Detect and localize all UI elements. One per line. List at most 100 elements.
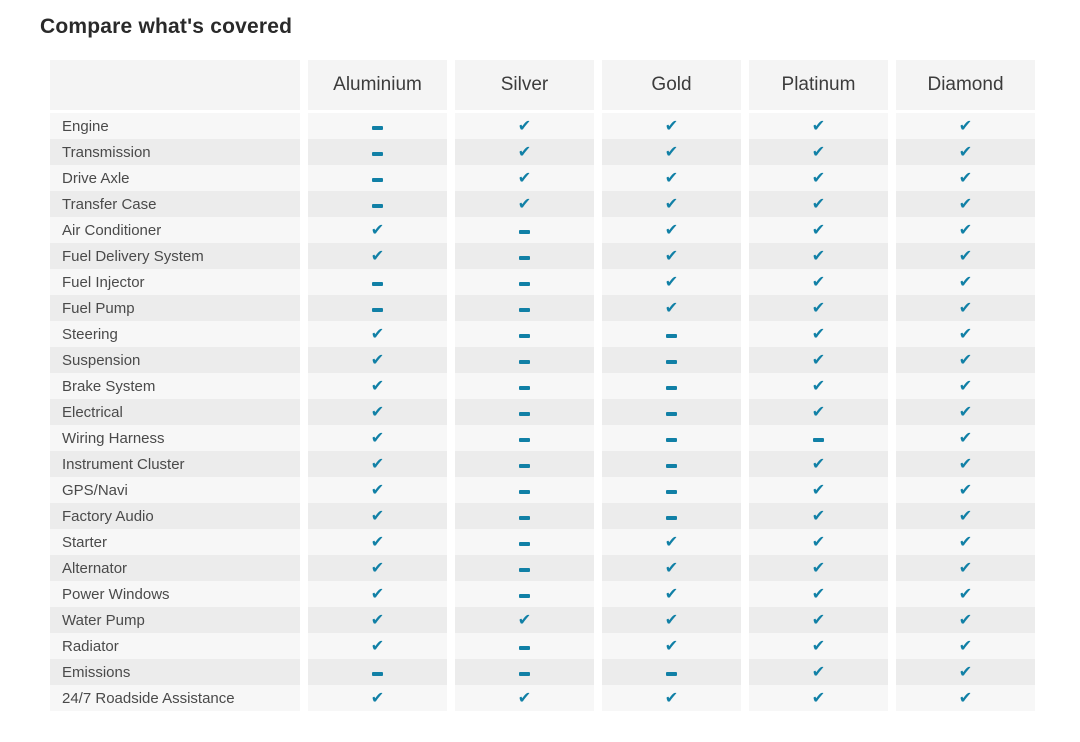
- check-icon: ✔: [811, 376, 826, 395]
- table-row: 24/7 Roadside Assistance ✔ ✔ ✔ ✔ ✔: [50, 685, 1035, 711]
- coverage-cell: ✔: [896, 555, 1035, 581]
- check-icon: ✔: [370, 532, 385, 551]
- check-icon: ✔: [811, 506, 826, 525]
- row-label: Fuel Injector: [50, 269, 300, 295]
- coverage-cell: ✔: [896, 503, 1035, 529]
- check-icon: ✔: [811, 298, 826, 317]
- coverage-cell: [602, 451, 741, 477]
- coverage-cell: ✔: [602, 581, 741, 607]
- row-label: Brake System: [50, 373, 300, 399]
- coverage-cell: ✔: [602, 607, 741, 633]
- coverage-cell: [455, 529, 594, 555]
- row-label: Suspension: [50, 347, 300, 373]
- coverage-cell: ✔: [896, 373, 1035, 399]
- check-icon: ✔: [958, 324, 973, 343]
- coverage-cell: ✔: [308, 581, 447, 607]
- column-header-diamond: Diamond: [896, 60, 1035, 110]
- coverage-cell: ✔: [308, 373, 447, 399]
- check-icon: ✔: [664, 558, 679, 577]
- coverage-cell: ✔: [308, 477, 447, 503]
- coverage-cell: ✔: [455, 165, 594, 191]
- table-row: Water Pump ✔ ✔ ✔ ✔ ✔: [50, 607, 1035, 633]
- check-icon: ✔: [664, 194, 679, 213]
- check-icon: ✔: [664, 532, 679, 551]
- row-label: Air Conditioner: [50, 217, 300, 243]
- coverage-cell: ✔: [896, 113, 1035, 139]
- table-row: Power Windows ✔ ✔ ✔ ✔: [50, 581, 1035, 607]
- coverage-cell: [455, 321, 594, 347]
- coverage-cell: ✔: [749, 165, 888, 191]
- column-header-silver: Silver: [455, 60, 594, 110]
- check-icon: ✔: [958, 116, 973, 135]
- dash-icon: [813, 437, 824, 442]
- coverage-cell: ✔: [308, 633, 447, 659]
- coverage-cell: [455, 399, 594, 425]
- coverage-cell: ✔: [602, 243, 741, 269]
- table-row: Fuel Injector ✔ ✔ ✔: [50, 269, 1035, 295]
- coverage-cell: ✔: [749, 217, 888, 243]
- column-header-platinum: Platinum: [749, 60, 888, 110]
- coverage-cell: ✔: [455, 113, 594, 139]
- coverage-cell: ✔: [896, 633, 1035, 659]
- check-icon: ✔: [958, 142, 973, 161]
- coverage-cell: ✔: [749, 477, 888, 503]
- coverage-cell: ✔: [308, 451, 447, 477]
- row-label: Engine: [50, 113, 300, 139]
- check-icon: ✔: [811, 558, 826, 577]
- row-label: Water Pump: [50, 607, 300, 633]
- dash-icon: [519, 255, 530, 260]
- dash-icon: [519, 489, 530, 494]
- coverage-cell: [602, 477, 741, 503]
- dash-icon: [519, 437, 530, 442]
- row-label: Steering: [50, 321, 300, 347]
- check-icon: ✔: [370, 376, 385, 395]
- coverage-cell: ✔: [896, 477, 1035, 503]
- check-icon: ✔: [811, 324, 826, 343]
- coverage-cell: [308, 659, 447, 685]
- check-icon: ✔: [811, 194, 826, 213]
- coverage-cell: ✔: [896, 191, 1035, 217]
- coverage-cell: ✔: [896, 399, 1035, 425]
- dash-icon: [372, 671, 383, 676]
- coverage-cell: ✔: [308, 529, 447, 555]
- coverage-cell: ✔: [896, 217, 1035, 243]
- check-icon: ✔: [958, 662, 973, 681]
- coverage-cell: ✔: [896, 243, 1035, 269]
- coverage-cell: ✔: [308, 217, 447, 243]
- coverage-cell: ✔: [749, 633, 888, 659]
- table-header-row: Aluminium Silver Gold Platinum Diamond: [50, 60, 1035, 110]
- coverage-cell: ✔: [602, 165, 741, 191]
- dash-icon: [519, 671, 530, 676]
- table-row: Steering ✔ ✔ ✔: [50, 321, 1035, 347]
- coverage-cell: ✔: [749, 503, 888, 529]
- coverage-cell: [308, 191, 447, 217]
- table-row: GPS/Navi ✔ ✔ ✔: [50, 477, 1035, 503]
- coverage-cell: ✔: [896, 659, 1035, 685]
- coverage-cell: ✔: [455, 191, 594, 217]
- coverage-cell: [308, 113, 447, 139]
- coverage-cell: [602, 373, 741, 399]
- column-header-gold: Gold: [602, 60, 741, 110]
- table-row: Air Conditioner ✔ ✔ ✔ ✔: [50, 217, 1035, 243]
- coverage-cell: ✔: [749, 243, 888, 269]
- coverage-comparison-table: Aluminium Silver Gold Platinum Diamond E…: [50, 60, 1035, 711]
- row-label: Fuel Pump: [50, 295, 300, 321]
- coverage-cell: ✔: [308, 321, 447, 347]
- dash-icon: [372, 177, 383, 182]
- check-icon: ✔: [811, 168, 826, 187]
- dash-icon: [666, 463, 677, 468]
- coverage-cell: ✔: [602, 191, 741, 217]
- dash-icon: [666, 359, 677, 364]
- coverage-cell: [455, 555, 594, 581]
- coverage-cell: ✔: [749, 139, 888, 165]
- check-icon: ✔: [958, 636, 973, 655]
- dash-icon: [519, 307, 530, 312]
- row-label: Radiator: [50, 633, 300, 659]
- check-icon: ✔: [958, 454, 973, 473]
- check-icon: ✔: [517, 194, 532, 213]
- dash-icon: [666, 489, 677, 494]
- coverage-cell: ✔: [749, 607, 888, 633]
- coverage-cell: ✔: [602, 555, 741, 581]
- table-body: Engine ✔ ✔ ✔ ✔ Transmission ✔ ✔ ✔ ✔ Drive Axle…: [50, 113, 1035, 711]
- row-label: Factory Audio: [50, 503, 300, 529]
